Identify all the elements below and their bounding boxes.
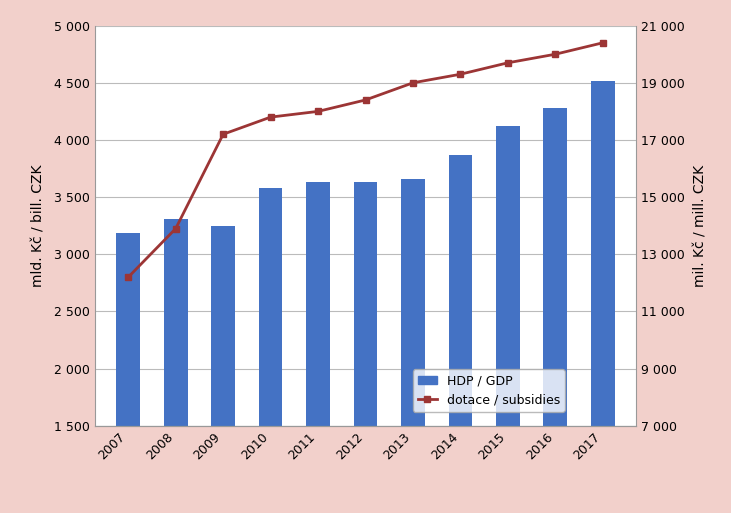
Bar xyxy=(591,81,615,513)
Y-axis label: mld. Kč / bill. CZK: mld. Kč / bill. CZK xyxy=(32,165,46,287)
Bar xyxy=(164,219,188,513)
Bar xyxy=(116,233,140,513)
Bar xyxy=(306,182,330,513)
Bar xyxy=(496,126,520,513)
Legend: HDP / GDP, dotace / subsidies: HDP / GDP, dotace / subsidies xyxy=(413,369,565,411)
Bar xyxy=(211,226,235,513)
Bar xyxy=(354,182,377,513)
Bar xyxy=(259,188,282,513)
Bar xyxy=(543,108,567,513)
Bar xyxy=(401,179,425,513)
Bar xyxy=(449,155,472,513)
Y-axis label: mil. Kč / mill. CZK: mil. Kč / mill. CZK xyxy=(693,165,707,287)
